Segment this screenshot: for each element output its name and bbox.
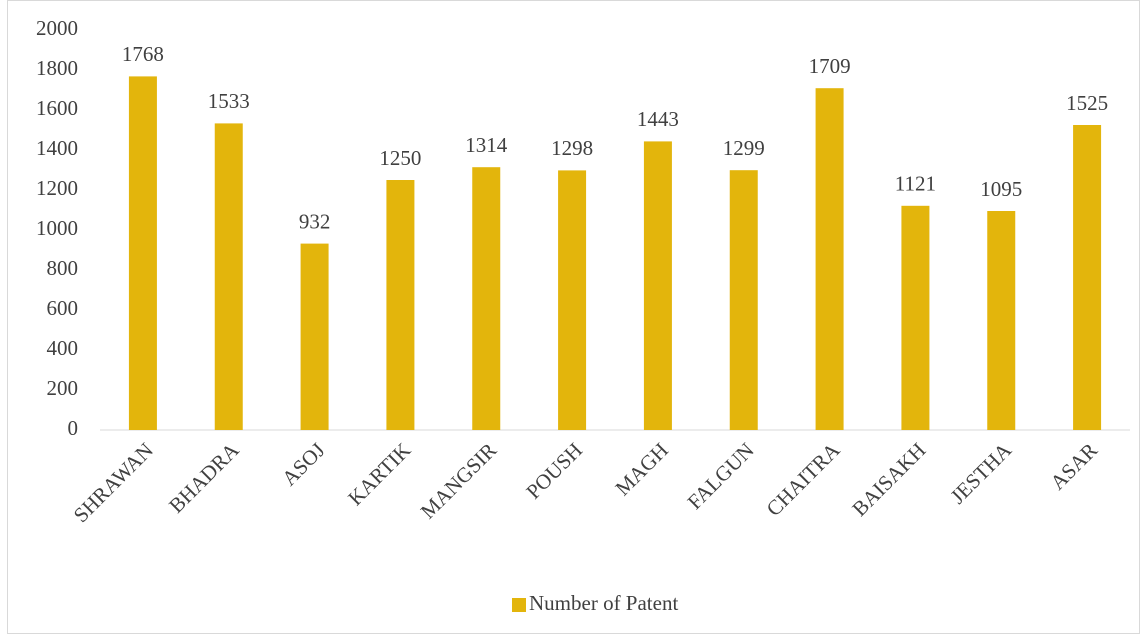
y-tick-label: 2000: [36, 16, 78, 40]
y-tick-label: 1200: [36, 176, 78, 200]
bar: [815, 88, 844, 430]
data-label: 1250: [379, 146, 421, 170]
y-tick-label: 800: [47, 256, 79, 280]
data-label: 1314: [465, 133, 508, 157]
bar: [472, 167, 501, 430]
data-label: 1443: [637, 107, 679, 131]
legend-label: Number of Patent: [529, 591, 678, 615]
data-label: 1121: [895, 172, 936, 196]
bar: [901, 205, 930, 430]
y-tick-label: 600: [47, 296, 79, 320]
bar: [987, 211, 1016, 430]
bar: [128, 76, 157, 431]
y-tick-label: 1800: [36, 56, 78, 80]
y-tick-label: 200: [47, 376, 79, 400]
y-tick-label: 0: [68, 416, 79, 440]
y-tick-label: 400: [47, 336, 79, 360]
bar: [558, 170, 587, 430]
bar: [643, 141, 672, 430]
y-tick-label: 1000: [36, 216, 78, 240]
data-label: 1533: [208, 89, 250, 113]
bar: [300, 243, 329, 430]
data-label: 932: [299, 209, 331, 233]
data-label: 1095: [980, 177, 1022, 201]
bar: [386, 180, 415, 430]
data-label: 1525: [1066, 91, 1108, 115]
data-label: 1298: [551, 136, 593, 160]
bar: [1073, 125, 1102, 430]
legend-swatch: [512, 598, 526, 612]
bar: [729, 170, 758, 430]
bar: [214, 123, 243, 431]
data-label: 1299: [723, 136, 765, 160]
y-tick-label: 1400: [36, 136, 78, 160]
data-label: 1709: [809, 54, 851, 78]
y-tick-label: 1600: [36, 96, 78, 120]
data-label: 1768: [122, 42, 164, 66]
